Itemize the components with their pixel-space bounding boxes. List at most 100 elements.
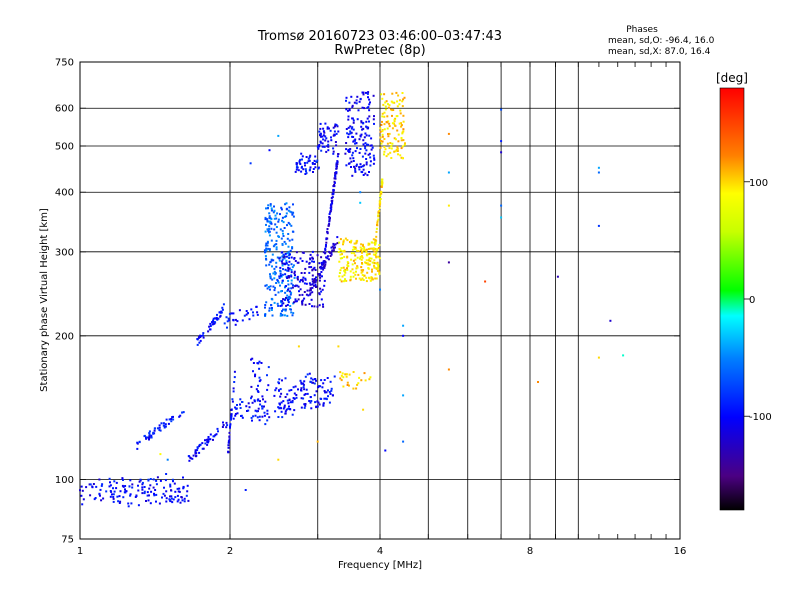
data-point — [352, 140, 355, 143]
data-point — [309, 168, 311, 171]
data-point — [360, 120, 363, 123]
data-point — [174, 490, 177, 493]
data-point — [137, 489, 140, 492]
data-point — [365, 120, 368, 123]
data-point — [316, 254, 319, 257]
data-point — [333, 181, 336, 184]
data-point — [155, 483, 158, 486]
data-point — [295, 251, 298, 254]
data-point — [304, 393, 307, 395]
data-point — [159, 479, 162, 482]
data-point — [169, 495, 171, 498]
data-point — [194, 449, 197, 452]
data-point — [331, 249, 334, 252]
data-point — [374, 239, 377, 242]
data-point — [335, 124, 338, 127]
data-point — [597, 356, 600, 359]
data-point — [290, 287, 293, 290]
data-point — [348, 148, 351, 151]
data-point — [377, 247, 380, 249]
data-point — [288, 399, 291, 401]
data-point — [233, 370, 236, 373]
data-point — [273, 289, 276, 292]
data-point — [286, 269, 289, 272]
data-point — [275, 248, 278, 251]
data-point — [318, 273, 321, 276]
data-point — [284, 377, 287, 380]
data-point — [371, 261, 374, 264]
data-point — [360, 379, 363, 382]
data-point — [143, 490, 146, 493]
data-point — [266, 388, 269, 391]
data-point — [198, 445, 201, 448]
data-point — [300, 152, 303, 155]
data-point — [257, 362, 260, 365]
data-point — [354, 139, 356, 142]
data-point — [281, 243, 284, 245]
data-point — [334, 125, 336, 128]
data-point — [302, 276, 305, 279]
data-point — [229, 423, 232, 426]
data-point — [285, 296, 287, 299]
data-point — [324, 122, 327, 125]
data-point — [221, 306, 224, 309]
data-point — [245, 405, 248, 408]
data-point — [341, 275, 344, 278]
data-point — [350, 258, 353, 261]
data-point — [281, 262, 284, 265]
data-point — [279, 266, 282, 269]
data-point — [279, 275, 282, 278]
data-point — [377, 211, 380, 214]
data-point — [225, 426, 228, 429]
data-point — [360, 269, 363, 272]
data-point — [149, 478, 152, 480]
data-point — [327, 149, 330, 152]
data-point — [247, 312, 249, 315]
data-point — [373, 259, 376, 262]
data-point — [264, 251, 266, 254]
data-point — [388, 104, 391, 107]
data-point — [163, 494, 166, 497]
data-point — [284, 263, 286, 266]
data-point — [366, 117, 369, 120]
data-point — [339, 253, 342, 256]
data-point — [286, 314, 289, 317]
data-point — [297, 169, 300, 172]
data-point — [318, 403, 321, 406]
data-point — [368, 378, 371, 381]
data-point — [261, 407, 264, 410]
data-point — [112, 487, 114, 490]
data-point — [277, 218, 280, 221]
data-point — [330, 251, 333, 254]
data-point — [361, 262, 363, 264]
data-point — [367, 259, 370, 262]
data-point — [327, 224, 330, 227]
data-point — [305, 260, 308, 263]
data-point — [350, 127, 353, 130]
data-point — [288, 298, 291, 300]
data-point — [267, 247, 270, 250]
data-point — [322, 402, 325, 405]
data-point — [318, 292, 321, 295]
data-point — [293, 270, 296, 273]
data-point — [305, 170, 307, 173]
data-point — [254, 375, 256, 378]
data-point — [341, 372, 344, 375]
data-point — [199, 339, 202, 342]
data-point — [344, 373, 347, 376]
data-point — [367, 248, 370, 250]
data-point — [164, 425, 167, 428]
data-point — [290, 291, 293, 294]
data-point — [297, 345, 300, 348]
data-point — [352, 387, 355, 390]
data-point — [365, 248, 368, 251]
data-point — [354, 169, 357, 172]
data-point — [342, 376, 345, 379]
data-point — [274, 223, 277, 226]
data-point — [302, 382, 305, 385]
data-point — [208, 328, 211, 331]
data-point — [352, 136, 355, 138]
data-point — [330, 203, 333, 206]
